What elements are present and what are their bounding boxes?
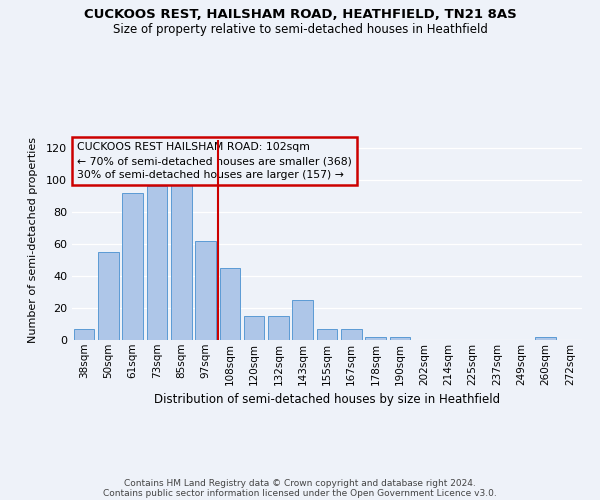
- Bar: [98, 252, 119, 340]
- Bar: [268, 316, 289, 340]
- Bar: [389, 337, 410, 340]
- Bar: [535, 337, 556, 340]
- X-axis label: Distribution of semi-detached houses by size in Heathfield: Distribution of semi-detached houses by …: [154, 393, 500, 406]
- Bar: [365, 337, 386, 340]
- Bar: [317, 329, 337, 340]
- Y-axis label: Number of semi-detached properties: Number of semi-detached properties: [28, 137, 38, 343]
- Bar: [146, 186, 167, 340]
- Bar: [220, 268, 240, 340]
- Text: Contains HM Land Registry data © Crown copyright and database right 2024.: Contains HM Land Registry data © Crown c…: [124, 478, 476, 488]
- Text: CUCKOOS REST, HAILSHAM ROAD, HEATHFIELD, TN21 8AS: CUCKOOS REST, HAILSHAM ROAD, HEATHFIELD,…: [83, 8, 517, 20]
- Text: Size of property relative to semi-detached houses in Heathfield: Size of property relative to semi-detach…: [113, 22, 487, 36]
- Bar: [195, 241, 216, 340]
- Bar: [122, 193, 143, 340]
- Bar: [341, 329, 362, 340]
- Text: CUCKOOS REST HAILSHAM ROAD: 102sqm
← 70% of semi-detached houses are smaller (36: CUCKOOS REST HAILSHAM ROAD: 102sqm ← 70%…: [77, 142, 352, 180]
- Text: Contains public sector information licensed under the Open Government Licence v3: Contains public sector information licen…: [103, 488, 497, 498]
- Bar: [171, 183, 191, 340]
- Bar: [292, 300, 313, 340]
- Bar: [244, 316, 265, 340]
- Bar: [74, 329, 94, 340]
